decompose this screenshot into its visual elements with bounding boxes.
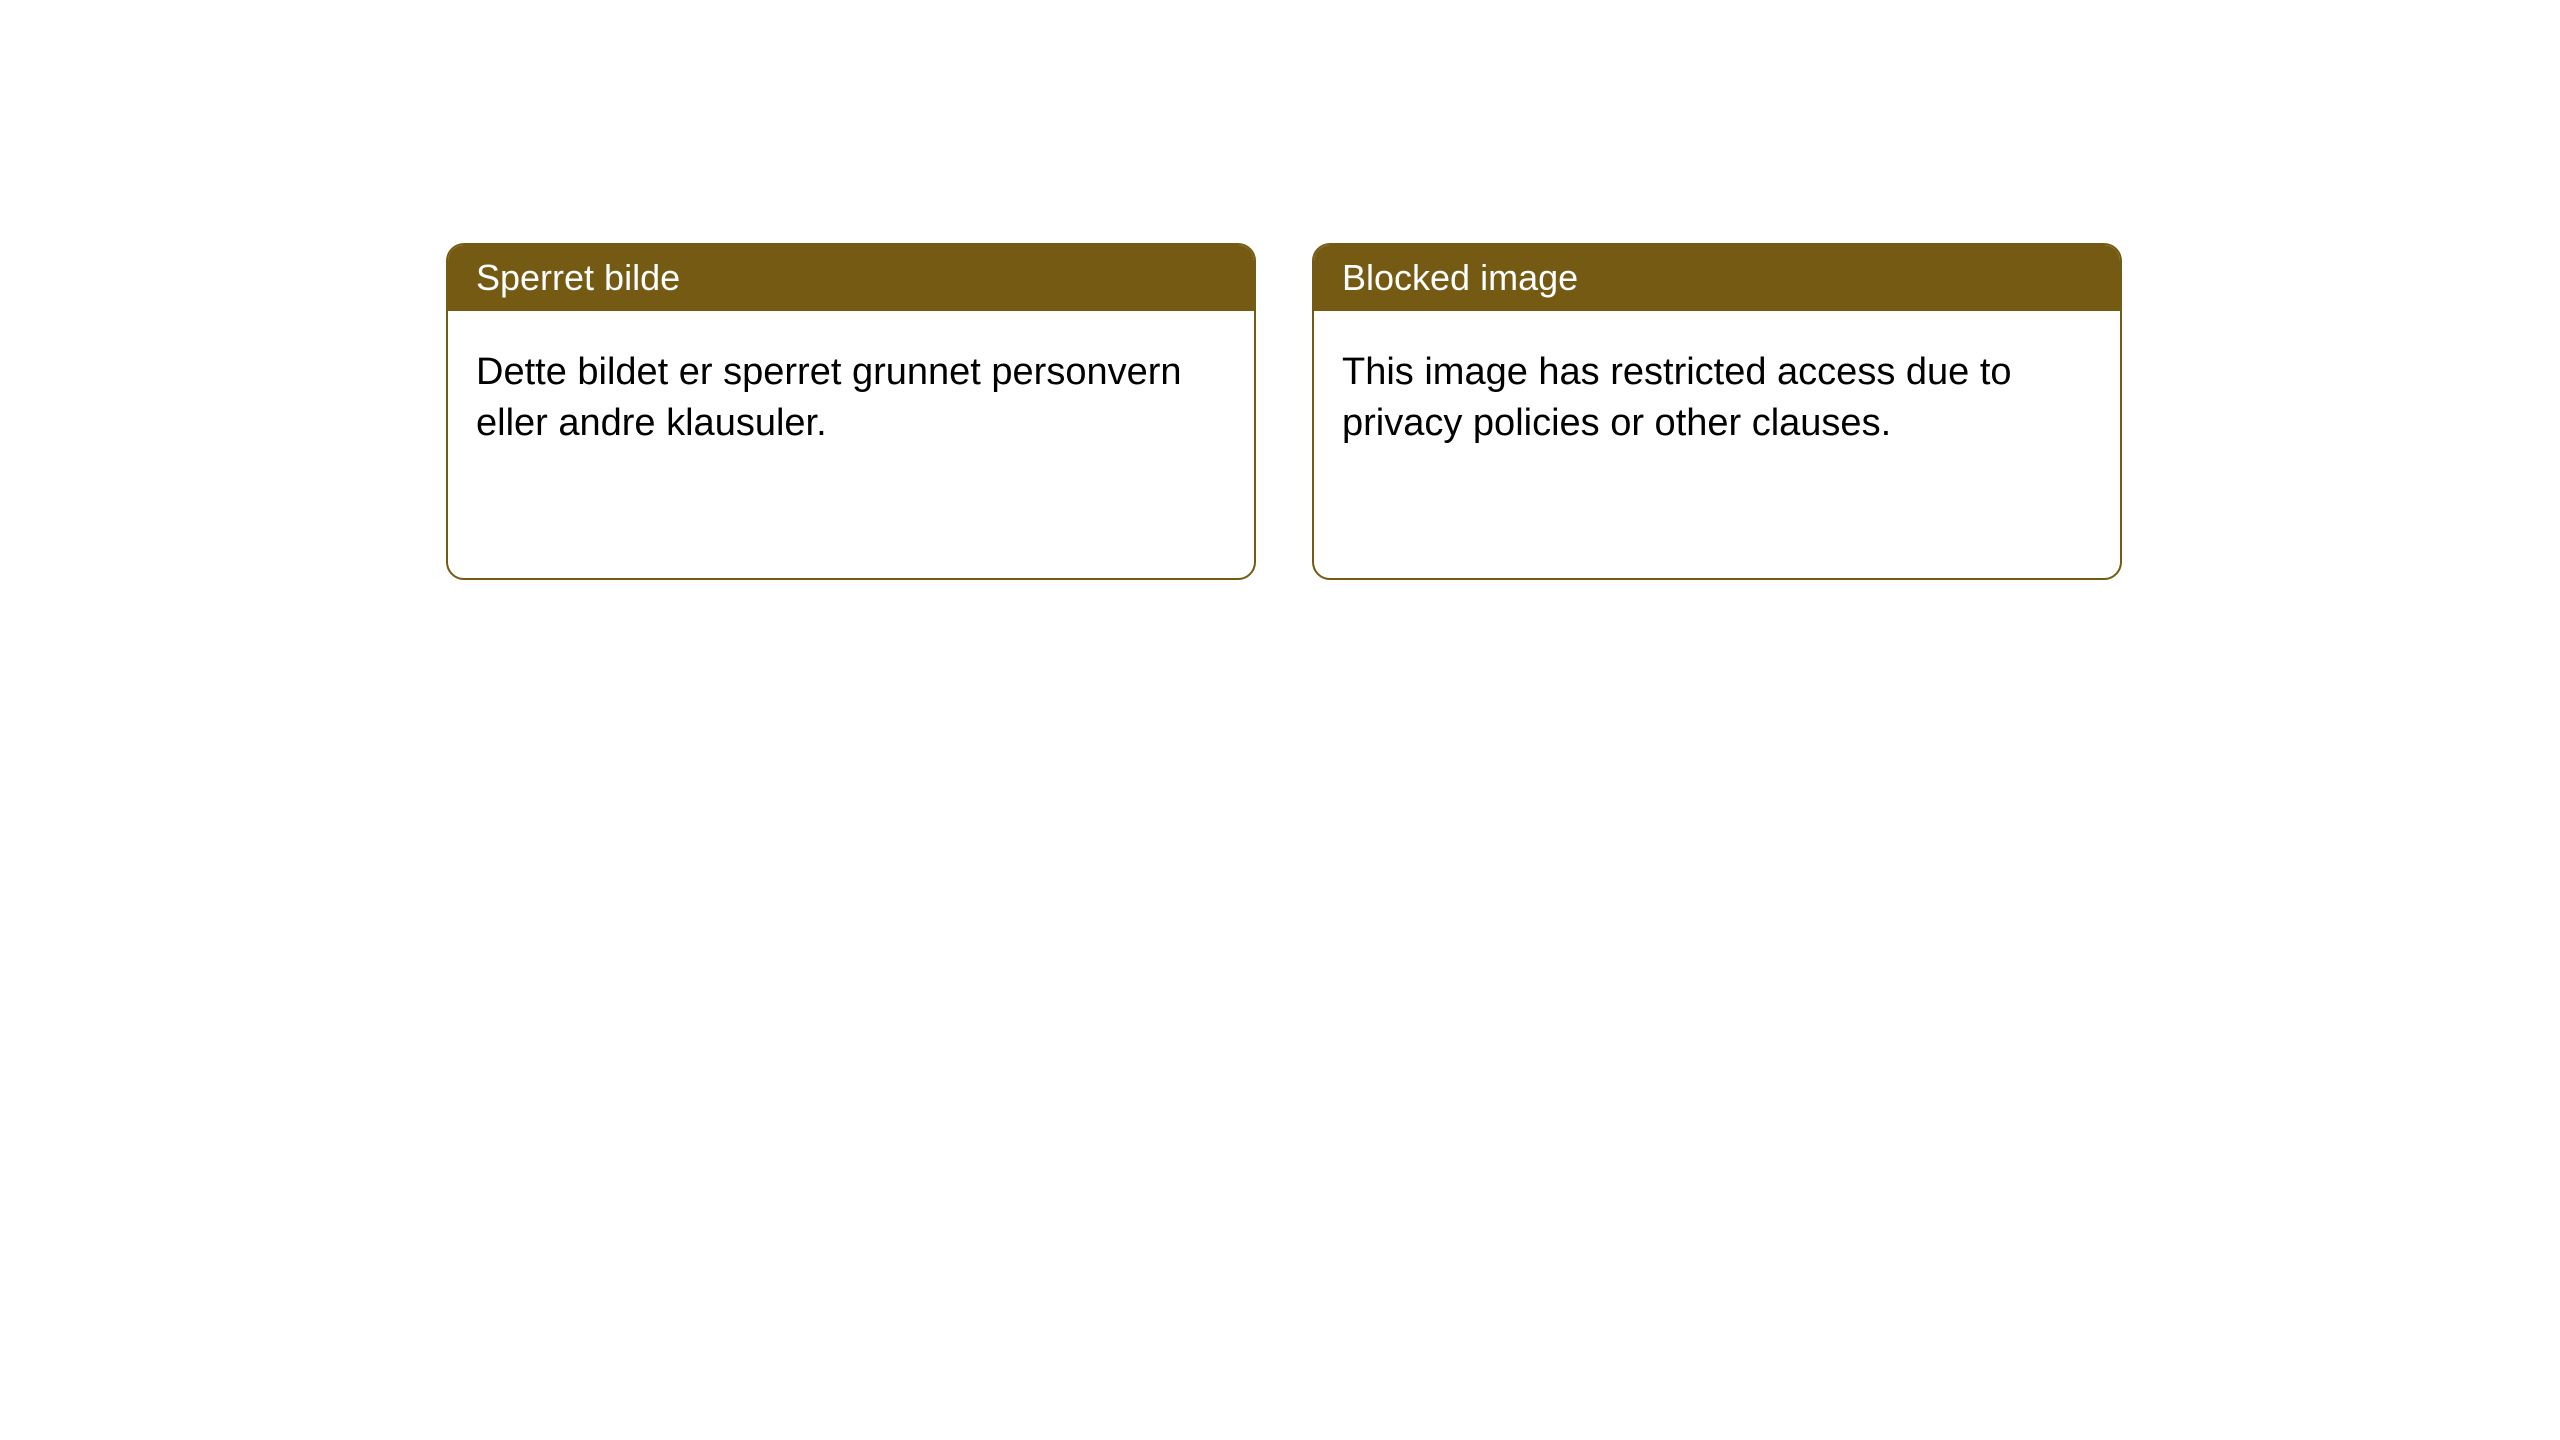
notice-title: Sperret bilde bbox=[476, 257, 680, 298]
notice-container: Sperret bilde Dette bildet er sperret gr… bbox=[0, 0, 2560, 580]
notice-message: Dette bildet er sperret grunnet personve… bbox=[476, 351, 1182, 444]
notice-message: This image has restricted access due to … bbox=[1342, 351, 2012, 444]
notice-header: Blocked image bbox=[1314, 245, 2120, 311]
notice-card-norwegian: Sperret bilde Dette bildet er sperret gr… bbox=[446, 243, 1256, 580]
notice-card-english: Blocked image This image has restricted … bbox=[1312, 243, 2122, 580]
notice-body: This image has restricted access due to … bbox=[1314, 311, 2120, 486]
notice-body: Dette bildet er sperret grunnet personve… bbox=[448, 311, 1254, 486]
notice-header: Sperret bilde bbox=[448, 245, 1254, 311]
notice-title: Blocked image bbox=[1342, 257, 1578, 298]
